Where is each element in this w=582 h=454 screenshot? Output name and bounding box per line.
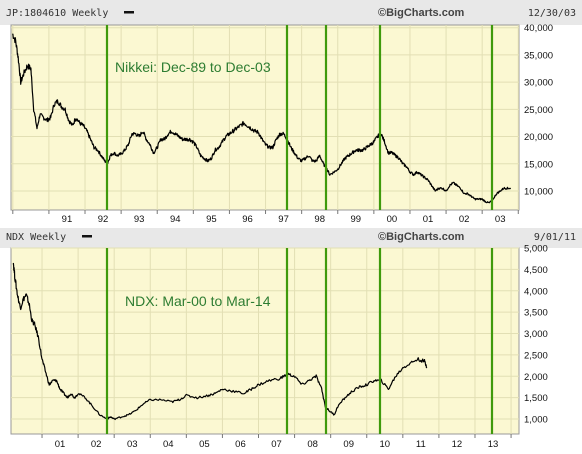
x-tick-label: 07 — [271, 439, 282, 450]
panel-nikkei-series — [12, 33, 512, 204]
y-tick-label: 25,000 — [524, 105, 553, 116]
panel-nikkei-symbol-swatch — [124, 11, 134, 14]
panel-ndx-symbol-label: NDX Weekly — [6, 232, 66, 243]
x-tick-label: 08 — [307, 439, 318, 450]
x-tick-label: 95 — [206, 214, 217, 225]
panel-ndx-symbol-swatch — [82, 235, 92, 238]
x-tick-label: 94 — [170, 214, 181, 225]
x-tick-label: 92 — [98, 214, 109, 225]
panel-nikkei-header — [0, 0, 582, 25]
x-tick-label: 09 — [343, 439, 354, 450]
y-tick-label: 1,500 — [524, 393, 548, 404]
x-tick-label: 01 — [423, 214, 434, 225]
panel-ndx-plot-area — [10, 247, 520, 435]
reference-lines — [105, 25, 494, 434]
x-tick-label: 99 — [351, 214, 362, 225]
y-tick-label: 30,000 — [524, 78, 553, 89]
y-tick-label: 3,000 — [524, 329, 548, 340]
y-tick-label: 4,500 — [524, 265, 548, 276]
panel-ndx-header — [0, 228, 582, 248]
panel-nikkei-annotation: Nikkei: Dec-89 to Dec-03 — [115, 59, 271, 75]
x-tick-label: 06 — [235, 439, 246, 450]
panel-ndx-date-label: 9/01/11 — [534, 232, 576, 243]
panel-ndx-grid — [11, 247, 519, 434]
x-tick-label: 01 — [55, 439, 66, 450]
price-line — [12, 262, 428, 421]
x-tick-label: 10 — [379, 439, 390, 450]
panel-ndx-watermark: ©BigCharts.com — [378, 231, 465, 243]
x-tick-label: 04 — [163, 439, 174, 450]
x-tick-label: 02 — [91, 439, 102, 450]
y-tick-label: 35,000 — [524, 50, 553, 61]
x-tick-label: 98 — [314, 214, 325, 225]
panel-ndx-y-ticks: 1,000 1,500 2,000 2,500 3,000 3,500 4,000 4,500… — [524, 244, 548, 426]
y-tick-label: 20,000 — [524, 132, 553, 143]
panel-nikkei-grid — [11, 25, 519, 210]
y-tick-label: 10,000 — [524, 186, 553, 197]
panel-ndx: NDX Weekly ©BigCharts.com 9/01/11 01 02 03… — [0, 228, 582, 450]
y-tick-label: 40,000 — [524, 23, 553, 34]
x-tick-label: 03 — [127, 439, 138, 450]
panel-ndx-annotation: NDX: Mar-00 to Mar-14 — [125, 293, 271, 309]
y-tick-label: 4,000 — [524, 286, 548, 297]
panel-nikkei-y-ticks: 10,000 15,000 20,000 25,000 30,000 35,000 40,0… — [524, 23, 553, 197]
panel-nikkei-symbol-label: JP:1804610 Weekly — [6, 8, 108, 19]
y-tick-label: 2,000 — [524, 372, 548, 383]
panel-nikkei-x-ticks: 91 92 93 94 95 96 97 98 99 00 01 02 03 — [12, 210, 519, 225]
x-tick-label: 00 — [387, 214, 398, 225]
panel-nikkei-watermark: ©BigCharts.com — [378, 7, 465, 19]
y-tick-label: 1,000 — [524, 415, 548, 426]
y-tick-label: 3,500 — [524, 308, 548, 319]
x-tick-label: 02 — [459, 214, 470, 225]
x-tick-label: 03 — [495, 214, 506, 225]
price-line — [12, 33, 512, 204]
y-tick-label: 5,000 — [524, 244, 548, 255]
panel-nikkei-date-label: 12/30/03 — [528, 8, 576, 19]
y-tick-label: 15,000 — [524, 159, 553, 170]
y-tick-label: 2,500 — [524, 350, 548, 361]
x-tick-label: 05 — [199, 439, 210, 450]
panel-nikkei: JP:1804610 Weekly ©BigCharts.com 12/30/0… — [0, 0, 582, 225]
x-tick-label: 91 — [62, 214, 73, 225]
panel-nikkei-plot-area — [10, 24, 520, 211]
panel-ndx-series — [12, 262, 428, 421]
x-tick-label: 93 — [134, 214, 145, 225]
x-tick-label: 12 — [452, 439, 463, 450]
x-tick-label: 97 — [278, 214, 289, 225]
panel-ndx-x-ticks: 01 02 03 04 05 06 07 08 09 10 11 12 13 — [41, 434, 512, 450]
x-tick-label: 11 — [416, 439, 426, 450]
x-tick-label: 96 — [242, 214, 253, 225]
x-tick-label: 13 — [488, 439, 499, 450]
